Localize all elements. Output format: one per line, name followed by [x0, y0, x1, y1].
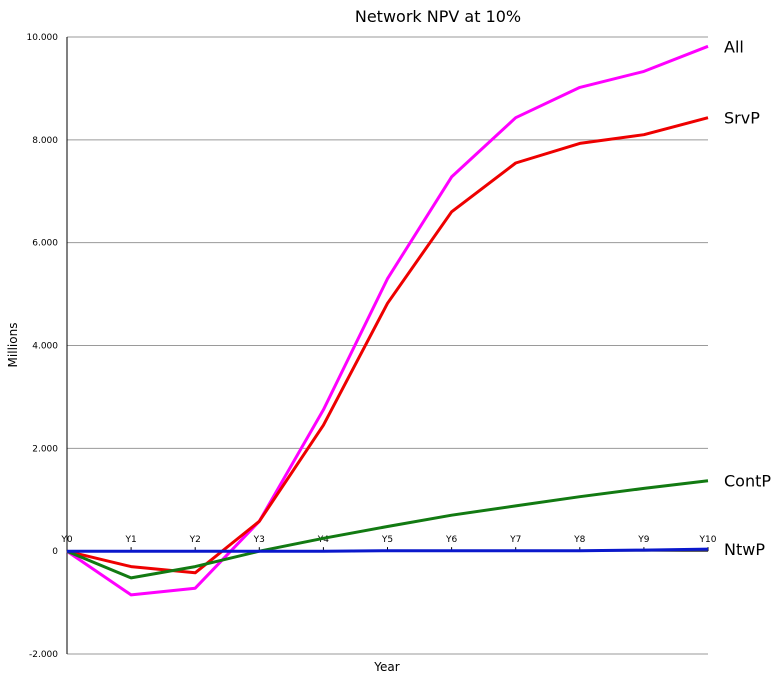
series-lines — [66, 44, 709, 597]
series-line-all — [66, 44, 709, 597]
series-label-contp: ContP — [724, 472, 771, 491]
y-tick-label: -2.000 — [29, 650, 58, 660]
x-tick-label: Y4 — [317, 535, 329, 545]
series-labels: All SrvP ContP NtwP — [724, 37, 771, 559]
chart-title: Network NPV at 10% — [355, 7, 521, 26]
x-tick-label: Y5 — [381, 535, 393, 545]
x-tick-label: Y7 — [509, 535, 521, 545]
x-tick-label: Y6 — [445, 535, 457, 545]
y-tick-label: 6.000 — [32, 239, 58, 249]
y-tick-label: 10.000 — [27, 33, 59, 43]
series-line-contp — [66, 479, 709, 580]
x-tick-label: Y0 — [60, 535, 72, 545]
x-tick-label: Y3 — [253, 535, 265, 545]
y-axis-label: Millions — [6, 323, 20, 368]
x-tick-label: Y8 — [573, 535, 585, 545]
y-tick-label: 8.000 — [32, 136, 58, 146]
y-tick-label: 2.000 — [32, 444, 58, 454]
x-tick-label: Y1 — [124, 535, 136, 545]
gridlines — [66, 36, 708, 655]
x-axis-ticks: Y0 Y1 Y2 Y3 Y4 Y5 Y6 Y7 Y8 Y9 Y10 — [60, 535, 717, 552]
y-tick-label: 0 — [52, 547, 58, 557]
x-axis-label: Year — [373, 660, 399, 674]
x-tick-label: Y9 — [637, 535, 649, 545]
y-tick-label: 4.000 — [32, 342, 58, 352]
series-line-ntwp — [67, 547, 709, 553]
x-tick-label: Y2 — [189, 535, 201, 545]
series-label-srvp: SrvP — [724, 109, 760, 128]
series-label-ntwp: NtwP — [724, 540, 765, 559]
y-axis-ticks: -2.000 0 2.000 4.000 6.000 8.000 10.000 — [27, 33, 59, 660]
series-label-all: All — [724, 37, 744, 56]
x-tick-label: Y10 — [699, 535, 717, 545]
